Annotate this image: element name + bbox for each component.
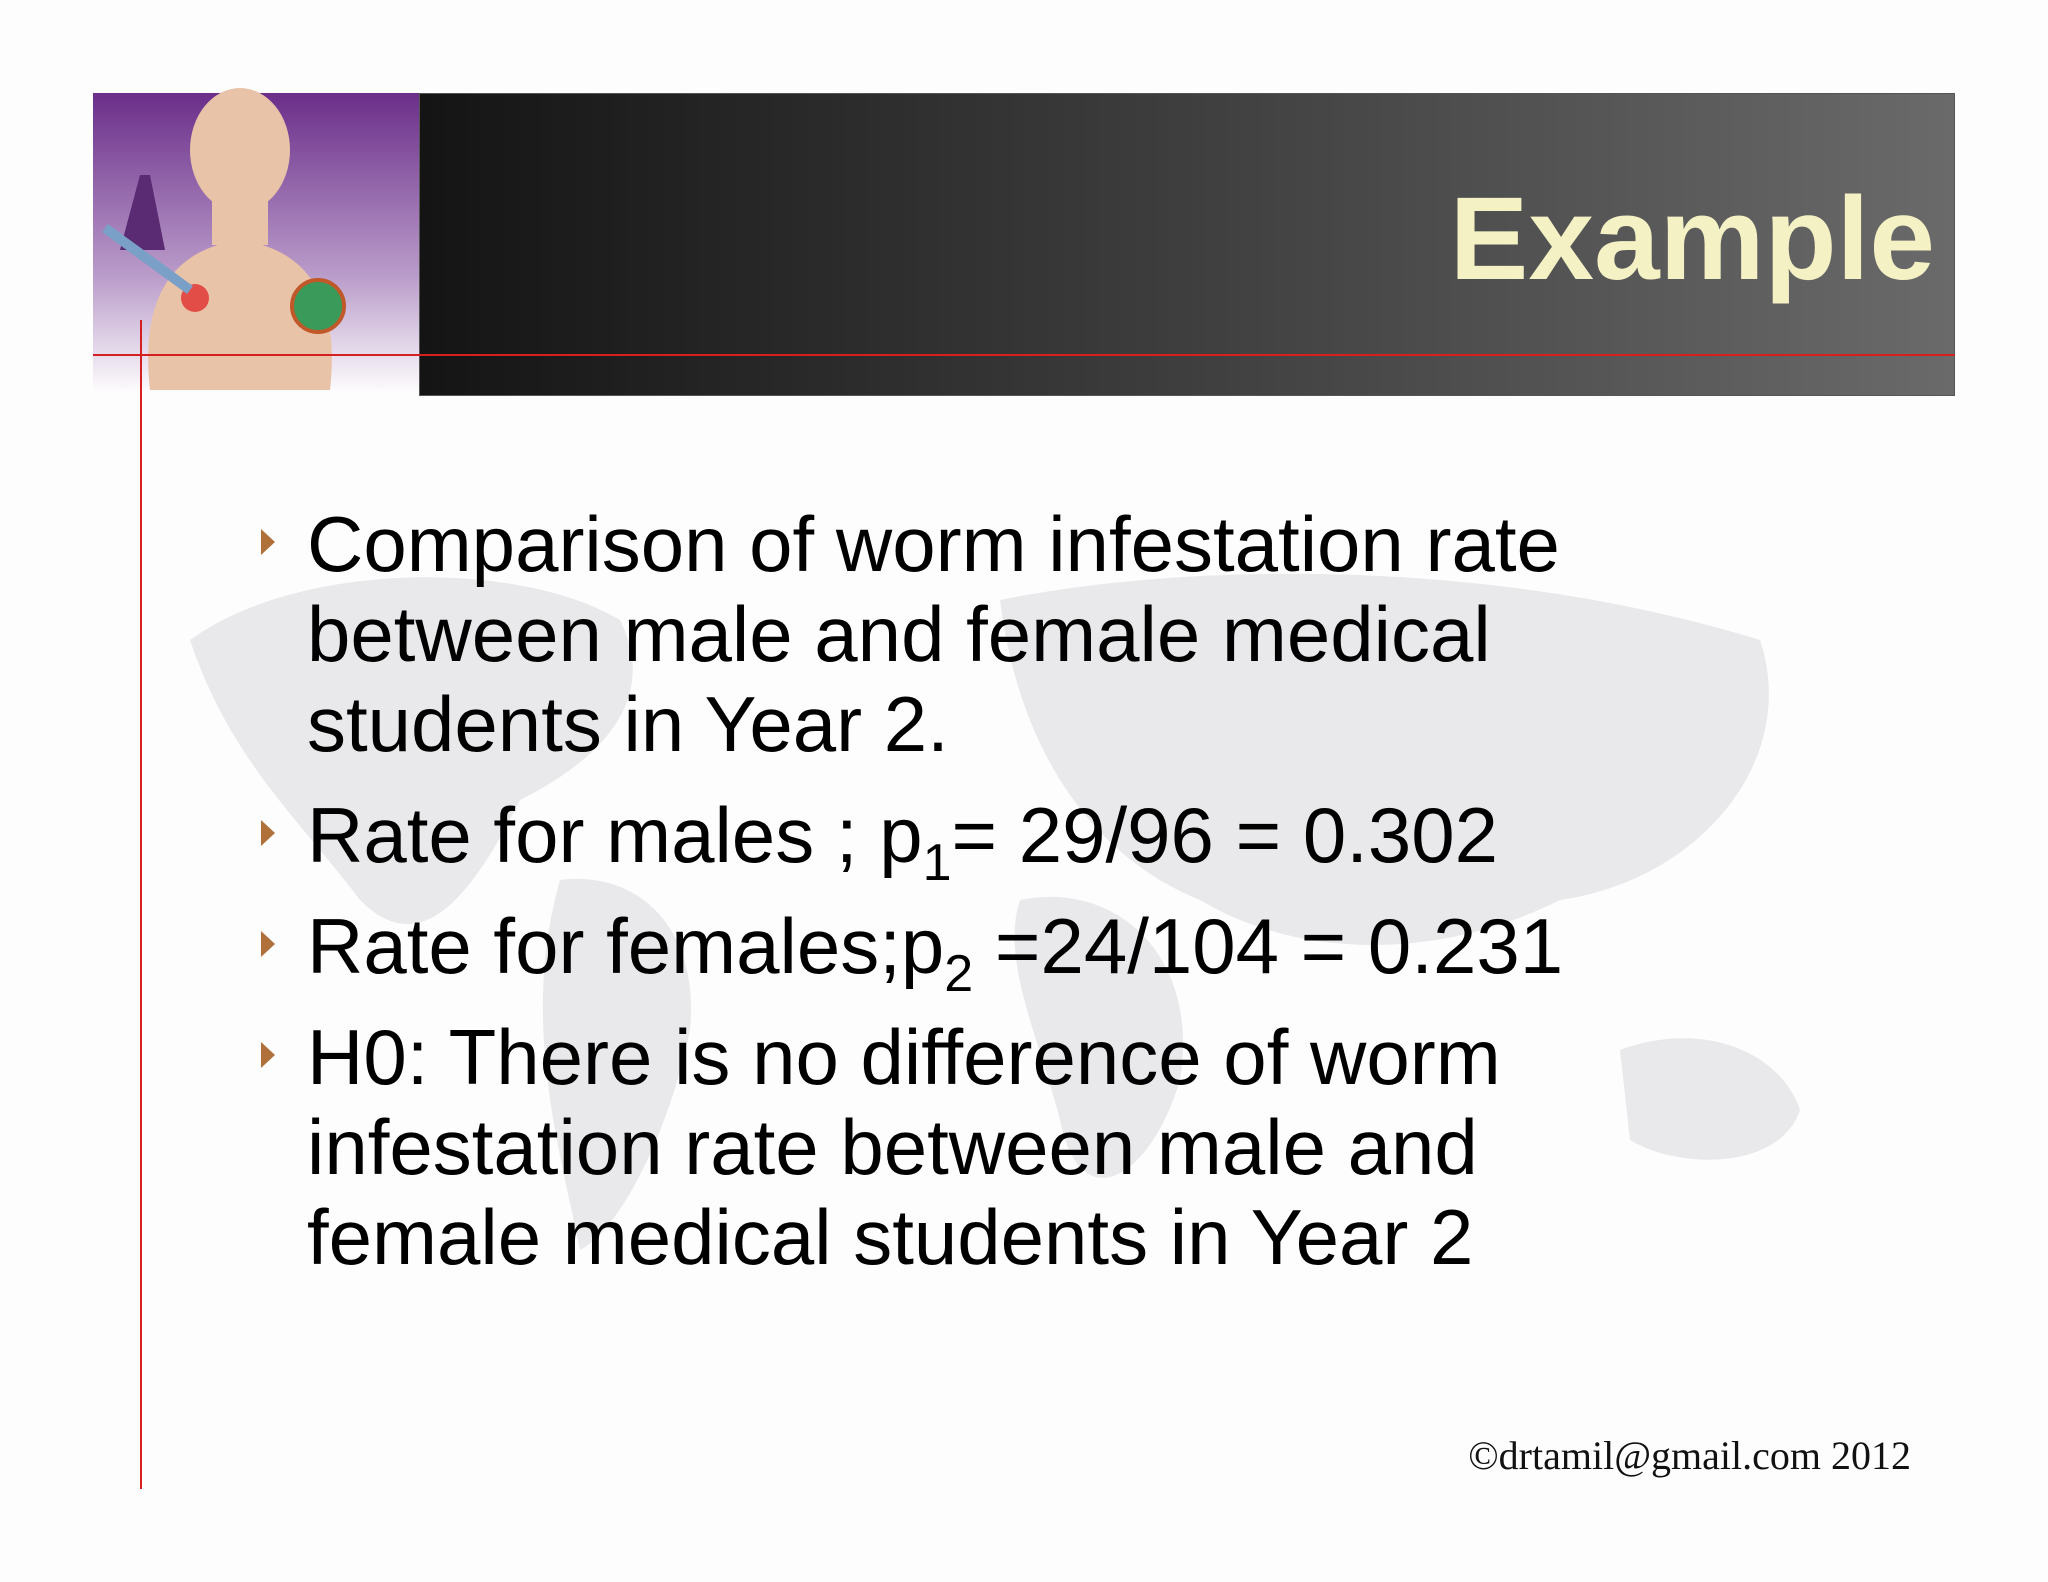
bullet: Rate for males ; p1= 29/96 = 0.302 [261, 790, 1707, 889]
bullet: Rate for females;p2 =24/104 = 0.231 [261, 901, 1707, 1000]
red-rule [140, 320, 142, 1489]
bullet-text: Comparison of worm infestation rate betw… [307, 500, 1560, 768]
slide-title: Example [1449, 173, 1935, 305]
world-map [190, 573, 1800, 1250]
bullet-text: H0: There is no difference of worm infes… [307, 1013, 1501, 1281]
bullet-list: Comparison of worm infestation rate betw… [261, 499, 1707, 1303]
bullet-text: Rate for males ; p [307, 791, 923, 879]
bullet-text: Rate for females;p [307, 902, 945, 990]
bullet-text: =24/104 = 0.231 [973, 902, 1564, 990]
footer: ©drtamil@gmail.com 2012 [1468, 1433, 1911, 1478]
bullet: Comparison of worm infestation rate betw… [261, 499, 1707, 769]
red-rule [93, 354, 1955, 356]
subscript: 2 [944, 945, 974, 1003]
header-illustration [93, 88, 419, 396]
bullet-text: = 29/96 = 0.302 [951, 791, 1499, 879]
subscript: 1 [922, 834, 952, 892]
header-bar [419, 93, 1955, 396]
bullet: H0: There is no difference of worm infes… [261, 1012, 1707, 1282]
